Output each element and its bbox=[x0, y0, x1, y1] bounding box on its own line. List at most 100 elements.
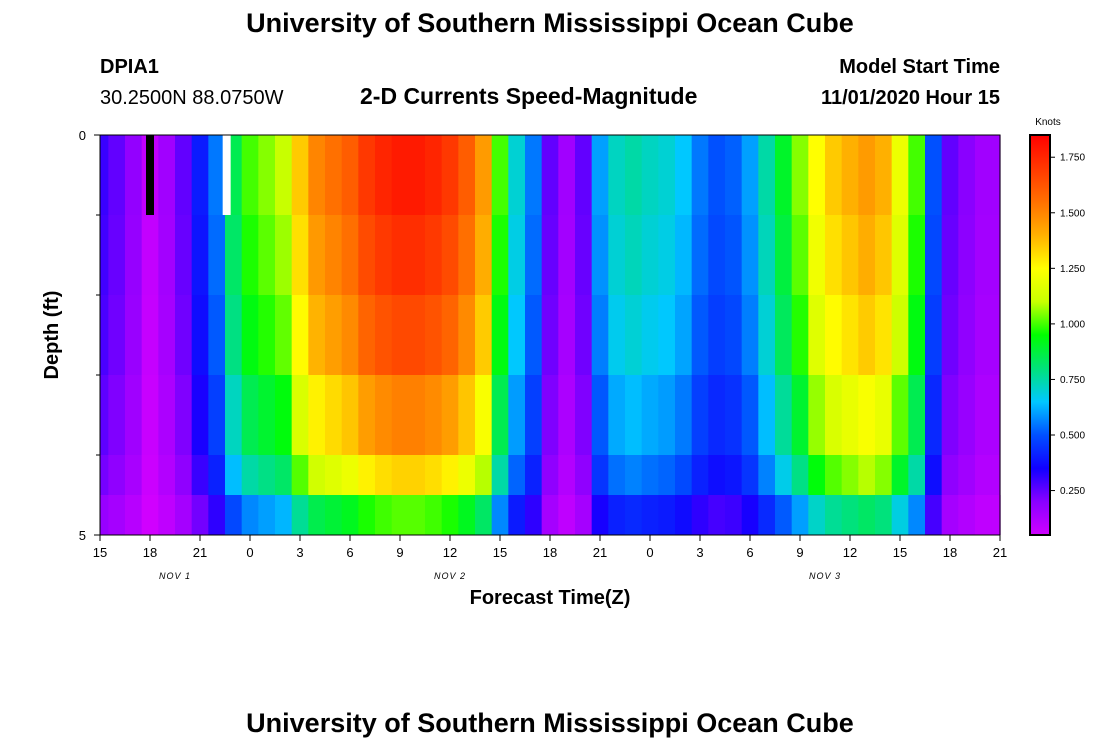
x-tick-label: 6 bbox=[346, 545, 353, 560]
heatmap-cell bbox=[641, 135, 659, 215]
station-id: DPIA1 bbox=[100, 56, 159, 78]
heatmap-cell bbox=[525, 495, 543, 535]
heatmap-cell bbox=[591, 215, 609, 295]
heatmap-cell bbox=[308, 135, 326, 215]
heatmap-cell bbox=[958, 375, 976, 455]
heatmap-cell bbox=[791, 375, 809, 455]
heatmap-cell bbox=[625, 215, 643, 295]
heatmap-cell bbox=[208, 495, 226, 535]
heatmap-cell bbox=[708, 295, 726, 375]
heatmap-cell bbox=[108, 135, 126, 215]
missing-data-cell bbox=[146, 135, 154, 215]
heatmap-cell bbox=[675, 135, 693, 215]
heatmap-cell bbox=[908, 135, 926, 215]
heatmap-cell bbox=[475, 375, 493, 455]
heatmap-cell bbox=[408, 375, 426, 455]
heatmap-cell bbox=[475, 135, 493, 215]
heatmap-cell bbox=[941, 215, 959, 295]
heatmap-cell bbox=[525, 295, 543, 375]
heatmap-cell bbox=[391, 215, 409, 295]
heatmap-cell bbox=[925, 215, 943, 295]
heatmap-cell bbox=[975, 375, 993, 455]
heatmap-cell bbox=[358, 135, 376, 215]
heatmap-cell bbox=[825, 295, 843, 375]
heatmap-cell bbox=[658, 375, 676, 455]
heatmap-cell bbox=[225, 295, 243, 375]
heatmap-cell bbox=[608, 375, 626, 455]
x-axis: 15 18 21 0 3 6 9 12 15 18 21 0 3 6 9 12 15 18 21 NOV 1 NOV 2… bbox=[93, 535, 1007, 581]
heatmap-cell bbox=[325, 375, 343, 455]
heatmap-cell bbox=[941, 295, 959, 375]
heatmap-cell bbox=[441, 375, 459, 455]
x-tick-label: 21 bbox=[193, 545, 207, 560]
heatmap-cell bbox=[958, 495, 976, 535]
heatmap-cell bbox=[541, 375, 559, 455]
heatmap-cell bbox=[808, 215, 826, 295]
heatmap-cell bbox=[100, 215, 109, 295]
heatmap-cell bbox=[358, 495, 376, 535]
heatmap-cell bbox=[225, 495, 243, 535]
x-tick-label: 9 bbox=[796, 545, 803, 560]
heatmap-cell bbox=[775, 495, 793, 535]
heatmap-cell bbox=[841, 495, 859, 535]
heatmap-cell bbox=[125, 375, 143, 455]
heatmap-cell bbox=[291, 215, 309, 295]
heatmap-cell bbox=[858, 495, 876, 535]
heatmap-cell bbox=[941, 375, 959, 455]
heatmap-cell bbox=[275, 135, 293, 215]
heatmap-cell bbox=[375, 215, 393, 295]
heatmap-cell bbox=[958, 135, 976, 215]
heatmap-cell bbox=[525, 215, 543, 295]
heatmap-cell bbox=[391, 295, 409, 375]
heatmap-cell bbox=[975, 495, 993, 535]
colorbar-title: Knots bbox=[1035, 117, 1061, 128]
y-tick-label: 5 bbox=[79, 528, 86, 543]
heatmap-cell bbox=[508, 295, 526, 375]
heatmap-cell bbox=[875, 495, 893, 535]
heatmap-cell bbox=[925, 295, 943, 375]
heatmap-cell bbox=[775, 295, 793, 375]
heatmap-cell bbox=[575, 495, 593, 535]
heatmap-cell bbox=[241, 135, 259, 215]
heatmap-cell bbox=[100, 495, 109, 535]
heatmap-cell bbox=[375, 295, 393, 375]
x-tick-label: 21 bbox=[993, 545, 1007, 560]
heatmap-cell bbox=[591, 135, 609, 215]
x-tick-label: 0 bbox=[246, 545, 253, 560]
heatmap-cell bbox=[341, 135, 359, 215]
heatmap-cell bbox=[541, 495, 559, 535]
heatmap-cell bbox=[125, 495, 143, 535]
heatmap-cell bbox=[825, 135, 843, 215]
heatmap-cell bbox=[608, 295, 626, 375]
heatmap-cell bbox=[258, 495, 276, 535]
heatmap-cell bbox=[641, 375, 659, 455]
heatmap-cell bbox=[341, 495, 359, 535]
x-tick-label: 12 bbox=[443, 545, 457, 560]
page-title-top: University of Southern Mississippi Ocean… bbox=[246, 8, 854, 38]
heatmap-cell bbox=[358, 295, 376, 375]
x-tick-label: 15 bbox=[893, 545, 907, 560]
heatmap-cell bbox=[325, 135, 343, 215]
missing-data-columns bbox=[146, 135, 231, 215]
heatmap-cell bbox=[908, 215, 926, 295]
heatmap-cell bbox=[558, 295, 576, 375]
heatmap-cell bbox=[308, 495, 326, 535]
heatmap-cell bbox=[258, 295, 276, 375]
heatmap-cell bbox=[575, 135, 593, 215]
heatmap-cell bbox=[608, 495, 626, 535]
heatmap-cell bbox=[408, 135, 426, 215]
heatmap-cell bbox=[491, 495, 509, 535]
heatmap-cell bbox=[958, 215, 976, 295]
heatmap-cell bbox=[208, 375, 226, 455]
heatmap-cell bbox=[275, 495, 293, 535]
heatmap-cell bbox=[308, 215, 326, 295]
heatmap-cell bbox=[425, 375, 443, 455]
heatmap-cell bbox=[591, 295, 609, 375]
heatmap-cell bbox=[625, 495, 643, 535]
heatmap-cell bbox=[825, 375, 843, 455]
heatmap-cell bbox=[675, 375, 693, 455]
model-start-value: 11/01/2020 Hour 15 bbox=[820, 87, 1000, 109]
heatmap-cell bbox=[425, 295, 443, 375]
heatmap-cell bbox=[125, 215, 143, 295]
heatmap-cell bbox=[241, 295, 259, 375]
